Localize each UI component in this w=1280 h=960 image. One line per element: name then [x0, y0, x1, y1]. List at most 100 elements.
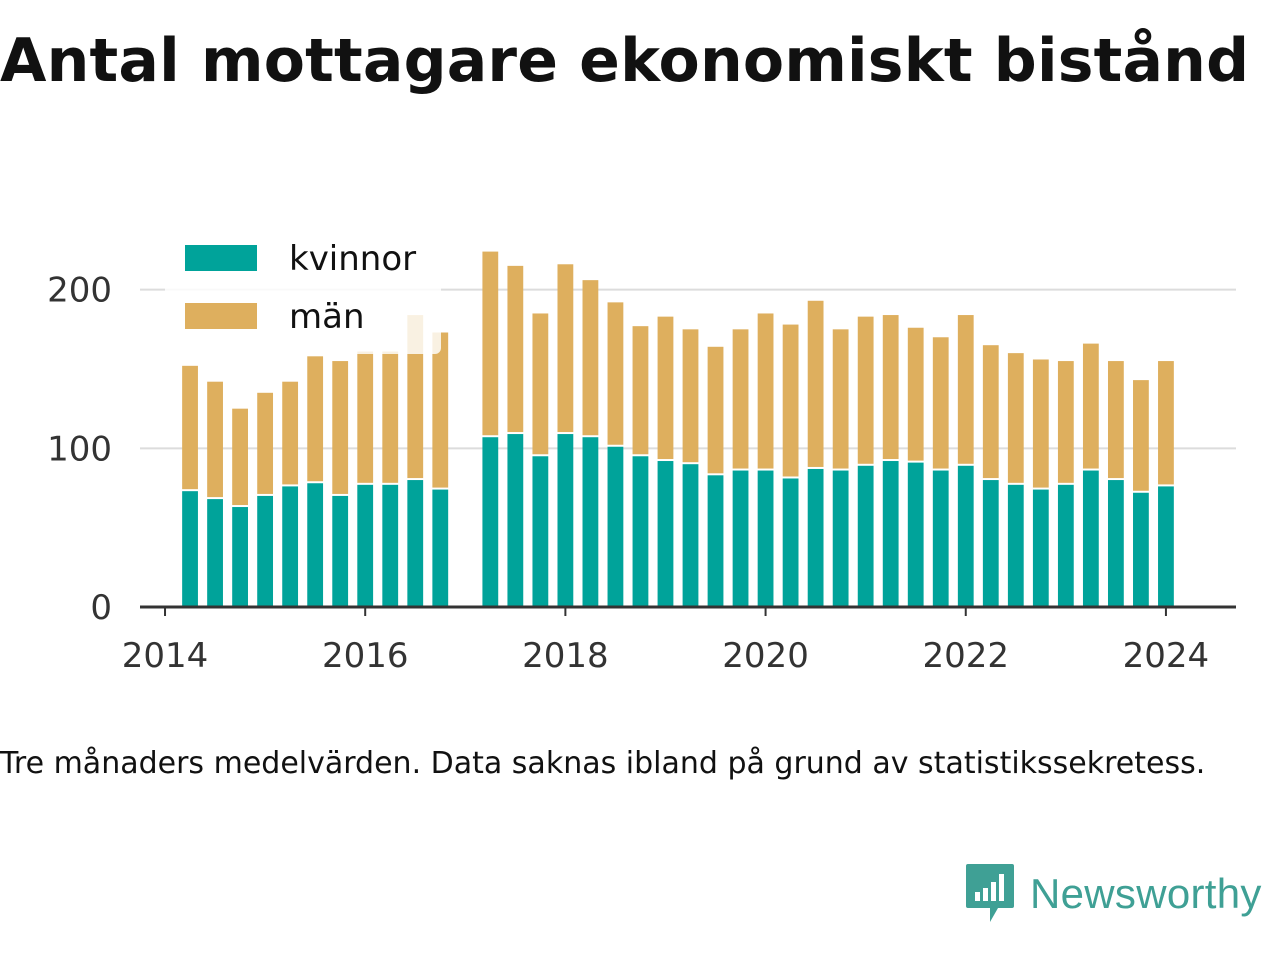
x-tick-label: 2018: [522, 636, 609, 676]
bar-man: [682, 329, 699, 463]
legend-swatch: [185, 245, 257, 271]
bar-man: [407, 315, 424, 479]
bar-kvinnor: [232, 507, 248, 607]
bar-man: [982, 345, 999, 479]
bar-kvinnor: [607, 446, 624, 607]
bar-kvinnor: [282, 486, 299, 607]
bar-man: [1032, 359, 1049, 488]
bar-kvinnor: [557, 434, 574, 607]
bar-kvinnor: [1057, 484, 1074, 607]
bar-man: [1007, 353, 1024, 483]
bar-man: [332, 361, 349, 494]
bar-man: [857, 316, 874, 464]
bar-kvinnor: [732, 470, 749, 607]
bar-man: [1107, 361, 1124, 479]
bar-chart-icon: [966, 864, 1014, 922]
bar-man: [1133, 380, 1149, 491]
bars: [182, 251, 1174, 607]
bar-man: [432, 332, 449, 488]
bar-kvinnor: [507, 434, 524, 607]
bar-man: [1158, 361, 1174, 485]
bar-kvinnor: [207, 499, 223, 607]
legend-label: män: [289, 297, 365, 337]
bar-kvinnor: [1158, 486, 1174, 607]
bar-man: [882, 315, 899, 460]
bar-kvinnor: [907, 462, 924, 607]
x-tick-label: 2020: [722, 636, 809, 676]
bar-kvinnor: [707, 475, 724, 607]
bar-kvinnor: [332, 495, 349, 607]
bar-man: [1082, 343, 1099, 469]
bar-kvinnor: [1032, 489, 1049, 607]
bar-man: [207, 381, 223, 498]
bar-kvinnor: [482, 437, 499, 607]
bar-kvinnor: [257, 495, 274, 607]
bar-man: [557, 264, 574, 433]
bar-man: [1057, 361, 1074, 483]
bar-kvinnor: [1007, 484, 1024, 607]
stacked-bar-chart: 0 100 200 2014 2016 2018 2020 2022 2024 kvinnor m…: [47, 228, 1236, 676]
x-tick-label: 2016: [322, 636, 409, 676]
bar-kvinnor: [1107, 480, 1124, 607]
x-tick-label: 2024: [1123, 636, 1210, 676]
y-tick-label: 0: [90, 588, 112, 628]
bar-man: [232, 408, 248, 506]
legend: kvinnor män: [165, 228, 441, 354]
footnote: Tre månaders medelvärden. Data saknas ib…: [0, 746, 1206, 781]
bar-man: [757, 313, 774, 469]
x-tick-label: 2014: [122, 636, 209, 676]
y-tick-label: 200: [47, 271, 112, 311]
legend-label: kvinnor: [289, 239, 416, 279]
bar-kvinnor: [682, 464, 699, 607]
bar-man: [582, 280, 599, 436]
newsworthy-logo[interactable]: Newsworthy: [964, 862, 1262, 926]
bar-man: [782, 324, 799, 477]
bar-man: [507, 265, 524, 433]
bar-kvinnor: [407, 480, 424, 607]
bar-kvinnor: [582, 437, 599, 607]
bar-man: [382, 351, 399, 483]
bar-kvinnor: [1133, 492, 1149, 607]
bar-kvinnor: [382, 484, 399, 607]
bar-man: [282, 381, 299, 485]
bar-kvinnor: [857, 465, 874, 607]
bar-man: [357, 351, 374, 483]
bar-man: [732, 329, 749, 469]
bar-man: [657, 316, 674, 460]
bar-kvinnor: [532, 456, 549, 607]
bar-man: [532, 313, 549, 455]
bar-man: [307, 356, 324, 482]
bar-kvinnor: [657, 461, 674, 607]
bar-kvinnor: [757, 470, 774, 607]
bar-man: [607, 302, 624, 445]
y-tick-label: 100: [47, 429, 112, 469]
bar-man: [932, 337, 949, 469]
bar-man: [182, 365, 198, 490]
bar-kvinnor: [882, 461, 899, 607]
bar-kvinnor: [832, 470, 849, 607]
legend-swatch: [185, 303, 257, 329]
x-tick-label: 2022: [922, 636, 1009, 676]
axes: 0 100 200 2014 2016 2018 2020 2022 2024: [47, 271, 1236, 676]
bar-kvinnor: [1082, 470, 1099, 607]
bar-kvinnor: [982, 480, 999, 607]
bar-kvinnor: [957, 465, 974, 607]
bar-man: [832, 329, 849, 469]
bar-man: [807, 300, 824, 467]
bar-kvinnor: [782, 478, 799, 607]
bar-man: [907, 327, 924, 461]
bar-man: [257, 392, 274, 494]
bar-man: [957, 315, 974, 464]
chart-title: Antal mottagare ekonomiskt bistånd: [0, 26, 1250, 96]
bar-man: [707, 346, 724, 474]
bar-kvinnor: [932, 470, 949, 607]
bar-kvinnor: [182, 491, 198, 607]
bar-kvinnor: [307, 483, 324, 607]
bar-kvinnor: [432, 489, 449, 607]
bar-man: [632, 326, 649, 455]
bar-kvinnor: [807, 468, 824, 607]
bar-man: [482, 251, 499, 436]
bar-kvinnor: [357, 484, 374, 607]
brand-name: Newsworthy: [1030, 870, 1262, 917]
bar-kvinnor: [632, 456, 649, 607]
